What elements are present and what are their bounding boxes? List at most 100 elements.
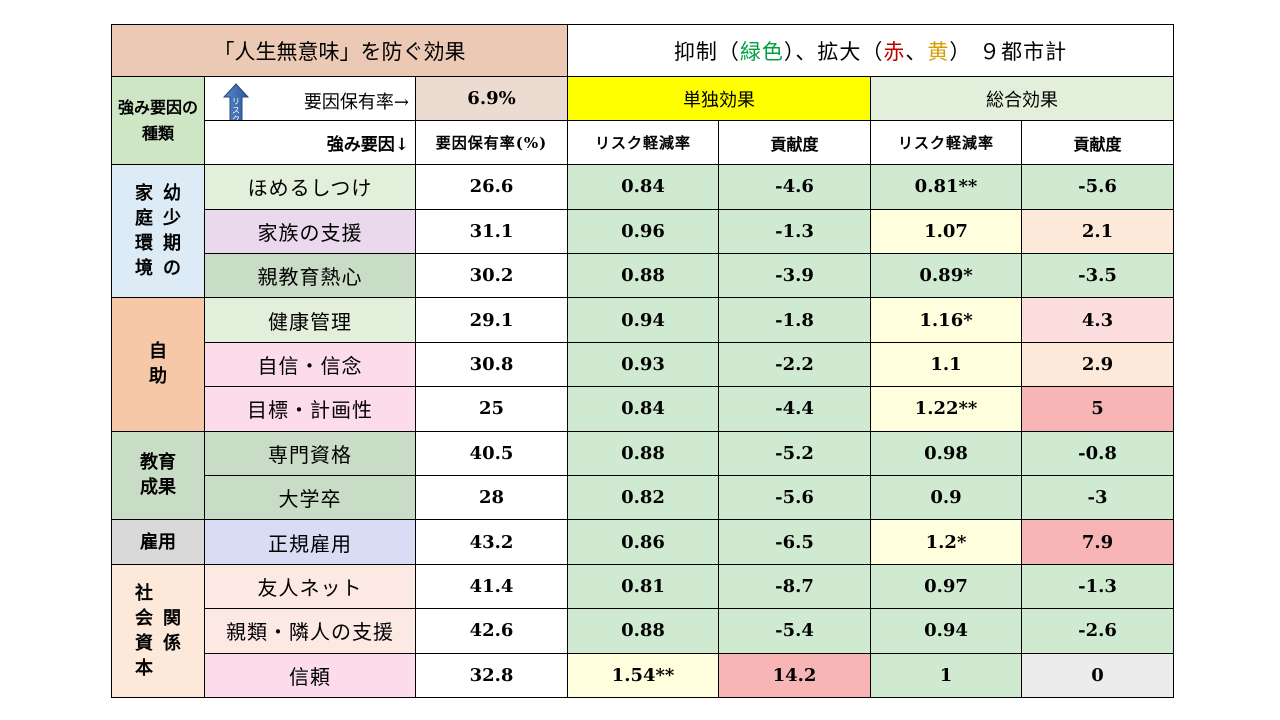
risk-total-cell: 0.97: [870, 563, 1023, 610]
contrib-total-cell: -5.6: [1021, 164, 1175, 210]
factor-cell: 自信・信念: [204, 341, 416, 388]
factor-cell: 正規雇用: [204, 519, 416, 565]
factor-cell: 信頼: [204, 652, 416, 699]
factor-cell: 友人ネット: [204, 563, 416, 610]
rate-cell: 29.1: [414, 297, 569, 343]
table-row: 親類・隣人の支援 42.6 0.88 -5.4 0.94 -2.6: [112, 608, 1175, 654]
effect-table-container: 「人生無意味」を防ぐ効果 抑制（緑色）、拡大（赤、黄） ９都市計 強み要因の種類…: [110, 23, 1175, 699]
legend-green-word: 緑色: [739, 39, 784, 64]
legend-text-1: 抑制（: [673, 39, 740, 64]
contrib-single-cell: -8.7: [718, 563, 872, 610]
risk-total-cell: 0.98: [870, 430, 1023, 476]
contrib-total-cell: 2.1: [1021, 208, 1175, 255]
legend-text-4: ） ９都市計: [949, 39, 1068, 64]
contrib-total-cell: -1.3: [1021, 563, 1175, 610]
risk-arrow-label: リスク軽減: [232, 97, 240, 121]
contrib-single-cell: -5.6: [718, 474, 872, 521]
table-row: 親教育熱心 30.2 0.88 -3.9 0.89* -3.5: [112, 252, 1175, 299]
factor-cell: 目標・計画性: [204, 386, 416, 432]
title-row: 「人生無意味」を防ぐ効果 抑制（緑色）、拡大（赤、黄） ９都市計: [110, 23, 1175, 78]
contrib-total-cell: 7.9: [1021, 519, 1175, 565]
category-self: 自助: [111, 297, 205, 432]
table-row: 目標・計画性 25 0.84 -4.4 1.22** 5: [112, 386, 1175, 432]
contrib-total-cell: 5: [1021, 386, 1175, 432]
col-header-rate: 要因保有率(%): [414, 119, 569, 166]
col-header-contrib-total: 貢献度: [1021, 119, 1175, 166]
legend-yellow-word: 黄: [927, 39, 950, 64]
risk-single-cell: 0.96: [567, 208, 720, 255]
contrib-total-cell: -2.6: [1021, 608, 1175, 654]
category-social: 関係 社会資本: [111, 563, 205, 699]
risk-single-cell: 0.93: [567, 341, 720, 388]
rate-cell: 41.4: [414, 563, 569, 610]
risk-total-cell: 1: [870, 652, 1023, 699]
risk-single-cell: 0.94: [567, 297, 720, 343]
table-row: 自助 健康管理 29.1 0.94 -1.8 1.16* 4.3: [111, 297, 1175, 432]
contrib-single-cell: -1.8: [718, 297, 872, 343]
category-employment: 雇用: [111, 519, 205, 565]
factor-cell: ほめるしつけ: [204, 164, 416, 210]
table-row: 家族の支援 31.1 0.96 -1.3 1.07 2.1: [112, 208, 1175, 255]
risk-single-cell: 0.84: [567, 164, 720, 210]
contrib-single-cell: -6.5: [718, 519, 872, 565]
contrib-single-cell: -2.2: [718, 341, 872, 388]
contrib-single-cell: -5.4: [718, 608, 872, 654]
table-row: 関係 社会資本 友人ネット 41.4 0.81 -8.7 0.97 -1.3: [111, 563, 1175, 699]
risk-single-cell: 0.82: [567, 474, 720, 521]
legend-red-word: 赤: [883, 39, 906, 64]
risk-total-cell: 1.22**: [870, 386, 1023, 432]
contrib-single-cell: -5.2: [718, 430, 872, 476]
rate-cell: 30.2: [414, 252, 569, 299]
factor-cell: 大学卒: [204, 474, 416, 521]
up-arrow-icon: [223, 83, 249, 120]
header-row-2: 強み要因↓ 要因保有率(%) リスク軽減率 貢献度 リスク軽減率 貢献度: [112, 119, 1175, 166]
col-header-risk-total: リスク軽減率: [870, 119, 1023, 166]
risk-arrow: リスク軽減: [206, 78, 276, 121]
contrib-total-cell: -3.5: [1021, 252, 1175, 299]
contrib-total-cell: -0.8: [1021, 430, 1175, 476]
contrib-single-cell: -1.3: [718, 208, 872, 255]
total-effect-header: 総合効果: [870, 76, 1175, 121]
risk-single-cell: 0.81: [567, 563, 720, 610]
table-row: 信頼 32.8 1.54** 14.2 1 0: [112, 652, 1175, 699]
factor-cell: 家族の支援: [204, 208, 416, 255]
table-row: 大学卒 28 0.82 -5.6 0.9 -3: [112, 474, 1175, 521]
rate-cell: 26.6: [414, 164, 569, 210]
contrib-single-cell: 14.2: [718, 652, 872, 699]
category-education: 教育成果: [111, 430, 205, 521]
contrib-total-cell: 0: [1021, 652, 1175, 699]
risk-single-cell: 0.86: [567, 519, 720, 565]
col-header-contrib-single: 貢献度: [718, 119, 872, 166]
legend-text-2: ）、拡大（: [783, 39, 884, 64]
risk-single-cell: 0.88: [567, 252, 720, 299]
table-row: 自信・信念 30.8 0.93 -2.2 1.1 2.9: [112, 341, 1175, 388]
risk-total-cell: 1.2*: [870, 519, 1023, 565]
risk-total-cell: 1.1: [870, 341, 1023, 388]
risk-total-cell: 0.89*: [870, 252, 1023, 299]
contrib-single-cell: -4.6: [718, 164, 872, 210]
risk-total-cell: 0.94: [870, 608, 1023, 654]
single-effect-header: 単独効果: [567, 76, 872, 121]
color-legend-caption: 抑制（緑色）、拡大（赤、黄） ９都市計: [567, 23, 1175, 78]
risk-single-cell: 0.88: [567, 430, 720, 476]
table-row: 教育成果 専門資格 40.5 0.88 -5.2 0.98 -0.8: [111, 430, 1175, 521]
contrib-single-cell: -4.4: [718, 386, 872, 432]
overall-rate-value: 6.9%: [414, 76, 569, 121]
rate-cell: 30.8: [414, 341, 569, 388]
factor-cell: 専門資格: [204, 430, 416, 476]
rate-cell: 31.1: [414, 208, 569, 255]
rate-cell: 32.8: [414, 652, 569, 699]
factor-cell: 健康管理: [204, 297, 416, 343]
risk-total-cell: 0.9: [870, 474, 1023, 521]
risk-single-cell: 1.54**: [567, 652, 720, 699]
legend-text-3: 、: [905, 39, 928, 64]
contrib-total-cell: 2.9: [1021, 341, 1175, 388]
risk-total-cell: 1.16*: [870, 297, 1023, 343]
contrib-total-cell: 4.3: [1021, 297, 1175, 343]
contrib-single-cell: -3.9: [718, 252, 872, 299]
table-row: 雇用 正規雇用 43.2 0.86 -6.5 1.2* 7.9: [111, 519, 1175, 565]
kind-header: 強み要因の種類: [111, 76, 205, 166]
factor-cell: 親教育熱心: [204, 252, 416, 299]
factor-cell: 親類・隣人の支援: [204, 608, 416, 654]
rate-cell: 25: [414, 386, 569, 432]
